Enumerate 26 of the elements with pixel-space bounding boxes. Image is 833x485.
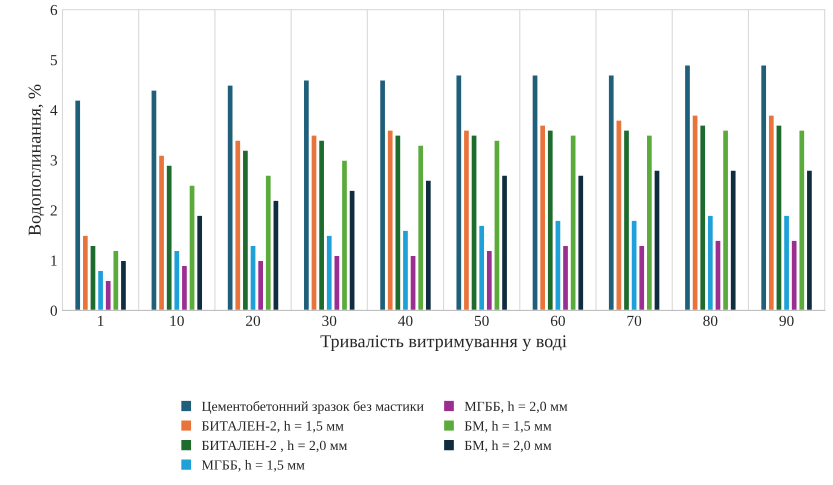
x-tick-label: 50 bbox=[474, 316, 489, 326]
x-tick-label: 1 bbox=[98, 316, 104, 326]
x-tick-label: 60 bbox=[550, 316, 565, 326]
legend-label: БМ, h = 2,0 мм bbox=[464, 440, 552, 452]
x-tick-label: 70 bbox=[627, 316, 642, 326]
x-tick-label: 10 bbox=[170, 316, 184, 326]
y-tick-label: 4 bbox=[50, 105, 58, 116]
x-tick-label: 30 bbox=[322, 316, 336, 326]
y-tick-label: 5 bbox=[50, 55, 58, 66]
legend-label: БИТАЛЕН-2, h = 1,5 мм bbox=[202, 420, 344, 433]
legend-label: БИТАЛЕН-2 , h = 2,0 мм bbox=[202, 440, 348, 452]
y-axis-title: Водопоглинання, % bbox=[28, 84, 44, 236]
y-tick-label: 0 bbox=[50, 306, 58, 316]
x-tick-label: 20 bbox=[246, 316, 260, 326]
x-tick-label: 40 bbox=[398, 316, 413, 326]
legend-label: БМ, h = 1,5 мм bbox=[464, 420, 552, 433]
legend-label: Цементобетонний зразок без мастики bbox=[202, 400, 424, 414]
y-tick-label: 1 bbox=[51, 256, 57, 266]
x-tick-label: 90 bbox=[779, 316, 794, 326]
x-tick-label: 80 bbox=[703, 316, 718, 326]
legend-label: МГББ, h = 2,0 мм bbox=[464, 401, 568, 414]
x-axis-title: Тривалість витримування у воді bbox=[320, 335, 567, 352]
y-tick-label: 2 bbox=[50, 205, 57, 216]
legend-label: МГББ, h = 1,5 мм bbox=[202, 460, 305, 472]
y-tick-label: 6 bbox=[50, 4, 58, 16]
y-tick-label: 3 bbox=[50, 155, 58, 166]
